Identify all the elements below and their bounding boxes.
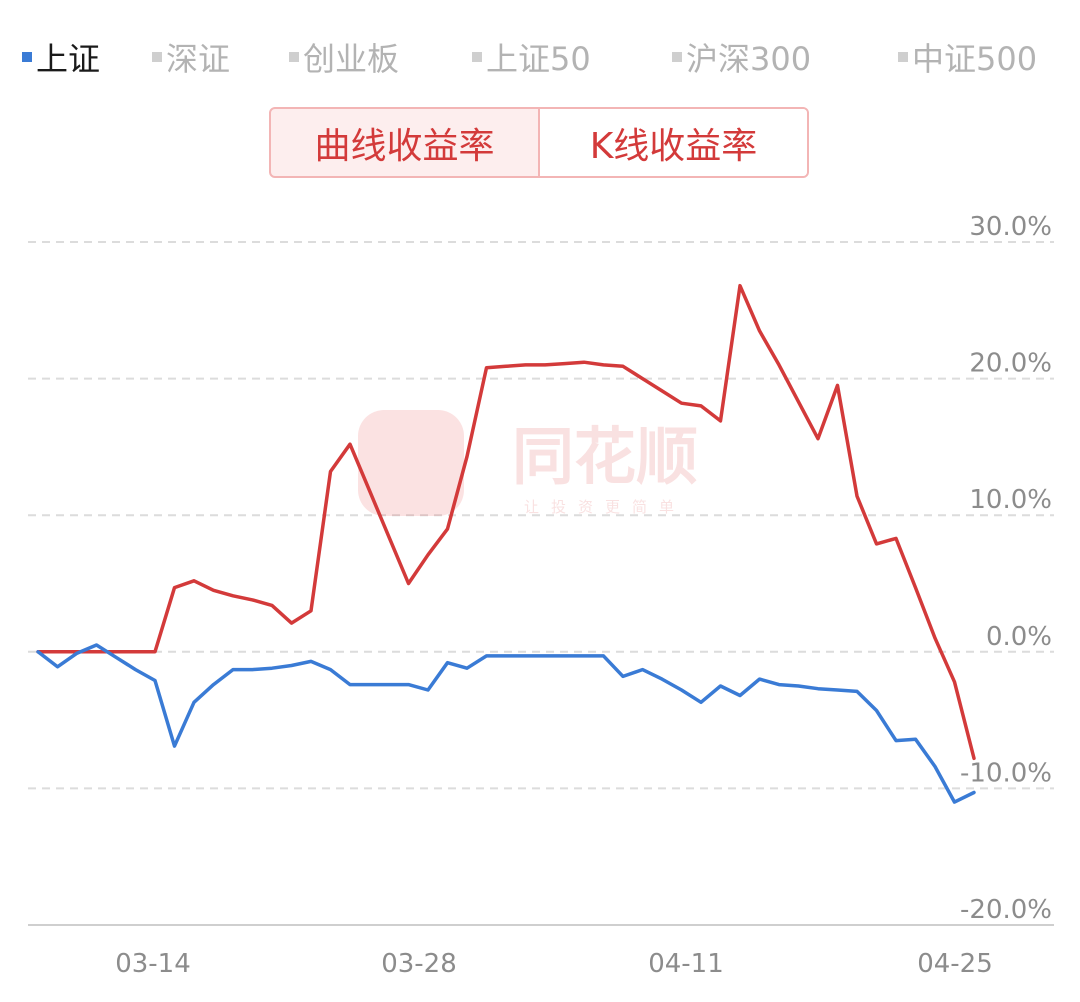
legend-item-csi300[interactable]: 沪深300 [672, 34, 811, 80]
return-type-toggle: 曲线收益率 K线收益率 [269, 107, 809, 178]
legend-item-chinext[interactable]: 创业板 [289, 34, 399, 80]
legend-label: 深证 [166, 40, 231, 78]
legend-item-sse50[interactable]: 上证50 [472, 34, 591, 80]
y-tick-label: 20.0% [969, 349, 1052, 379]
legend: 上证 深证 创业板 上证50 沪深300 中证500 [0, 34, 1080, 84]
x-tick-label: 04-11 [648, 949, 724, 979]
y-tick-label: 0.0% [986, 622, 1052, 652]
legend-item-shanghai[interactable]: 上证 [22, 34, 100, 80]
legend-square-icon [672, 52, 682, 62]
legend-square-icon [898, 52, 908, 62]
legend-label: 上证 [36, 40, 101, 78]
series-lines [36, 283, 976, 804]
kline-return-tab[interactable]: K线收益率 [538, 109, 807, 176]
x-axis-ticks: 03-14 03-28 04-11 04-25 [115, 949, 993, 979]
shanghai-index-line [36, 643, 976, 804]
legend-square-icon [22, 52, 32, 62]
y-axis-ticks: 30.0% 20.0% 10.0% 0.0% -10.0% -20.0% [960, 212, 1052, 925]
y-tick-label: 30.0% [969, 212, 1052, 242]
legend-square-icon [289, 52, 299, 62]
legend-label: 上证50 [486, 40, 591, 78]
legend-item-csi500[interactable]: 中证500 [898, 34, 1037, 80]
legend-label: 沪深300 [686, 40, 812, 78]
legend-square-icon [152, 52, 162, 62]
legend-item-shenzhen[interactable]: 深证 [152, 34, 230, 80]
watermark: 同花顺 让投资更简单 [358, 410, 698, 516]
legend-square-icon [472, 52, 482, 62]
x-tick-label: 03-14 [115, 949, 191, 979]
legend-label: 创业板 [303, 40, 400, 78]
y-tick-label: -20.0% [960, 895, 1052, 925]
watermark-brand: 同花顺 [512, 420, 698, 493]
watermark-slogan: 让投资更简单 [524, 498, 686, 516]
strategy-return-line [36, 283, 976, 761]
legend-label: 中证500 [912, 40, 1038, 78]
y-tick-label: -10.0% [960, 758, 1052, 788]
watermark-logo-icon [358, 410, 464, 516]
x-tick-label: 04-25 [917, 949, 993, 979]
y-tick-label: 10.0% [969, 485, 1052, 515]
curve-return-tab[interactable]: 曲线收益率 [314, 125, 495, 167]
x-tick-label: 03-28 [381, 949, 457, 979]
grid-lines [28, 241, 1054, 790]
